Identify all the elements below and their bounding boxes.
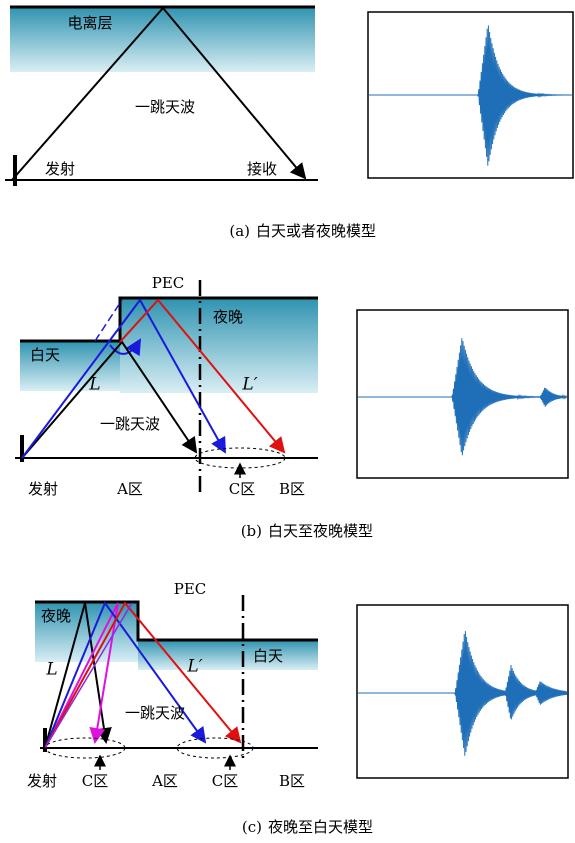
label: 白天 xyxy=(253,647,283,665)
label: C区 xyxy=(212,772,238,790)
panel-c: PEC 夜晚 白天 L L′ 一跳天波 发射 C区 A区 C区 B区 (c) 夜… xyxy=(27,580,568,836)
label: C区 xyxy=(82,772,108,790)
caption: 白天或者夜晚模型 xyxy=(256,222,376,240)
label: 白天 xyxy=(30,346,60,364)
figure: 电离层 一跳天波 发射 接收 (a) 白天或者夜晚模型 PEC 夜晚 白天 L … xyxy=(0,0,575,843)
caption: 夜晚至白天模型 xyxy=(268,818,373,836)
ionosphere xyxy=(10,7,315,72)
label: L′ xyxy=(186,657,202,677)
label: 发射 xyxy=(28,480,58,498)
label: L′ xyxy=(241,375,257,395)
label: 一跳天波 xyxy=(135,98,195,116)
label: 电离层 xyxy=(67,14,112,32)
label: 发射 xyxy=(45,160,75,178)
label: 接收 xyxy=(247,160,277,178)
label: 夜晚 xyxy=(41,607,71,625)
caption-tag: (b) xyxy=(241,522,262,540)
label: 一跳天波 xyxy=(100,415,160,433)
caption-tag: (c) xyxy=(242,818,262,836)
ray-dashed xyxy=(95,300,122,341)
label: A区 xyxy=(116,480,143,498)
waveform xyxy=(369,25,572,165)
label: L xyxy=(45,660,57,680)
waveform xyxy=(358,338,567,455)
caption: 白天至夜晚模型 xyxy=(268,522,373,540)
label: 一跳天波 xyxy=(125,704,185,722)
label: A区 xyxy=(151,772,178,790)
label: 发射 xyxy=(27,772,57,790)
waveform xyxy=(358,631,567,756)
label: C区 xyxy=(229,480,255,498)
caption-tag: (a) xyxy=(229,222,250,240)
label: PEC xyxy=(174,580,207,598)
label: PEC xyxy=(152,274,185,292)
label: B区 xyxy=(279,480,305,498)
day-layer xyxy=(138,640,318,670)
page: 电离层 一跳天波 发射 接收 (a) 白天或者夜晚模型 PEC 夜晚 白天 L … xyxy=(0,0,575,843)
label: 夜晚 xyxy=(213,308,243,326)
label: B区 xyxy=(279,772,305,790)
label: L xyxy=(88,375,100,395)
